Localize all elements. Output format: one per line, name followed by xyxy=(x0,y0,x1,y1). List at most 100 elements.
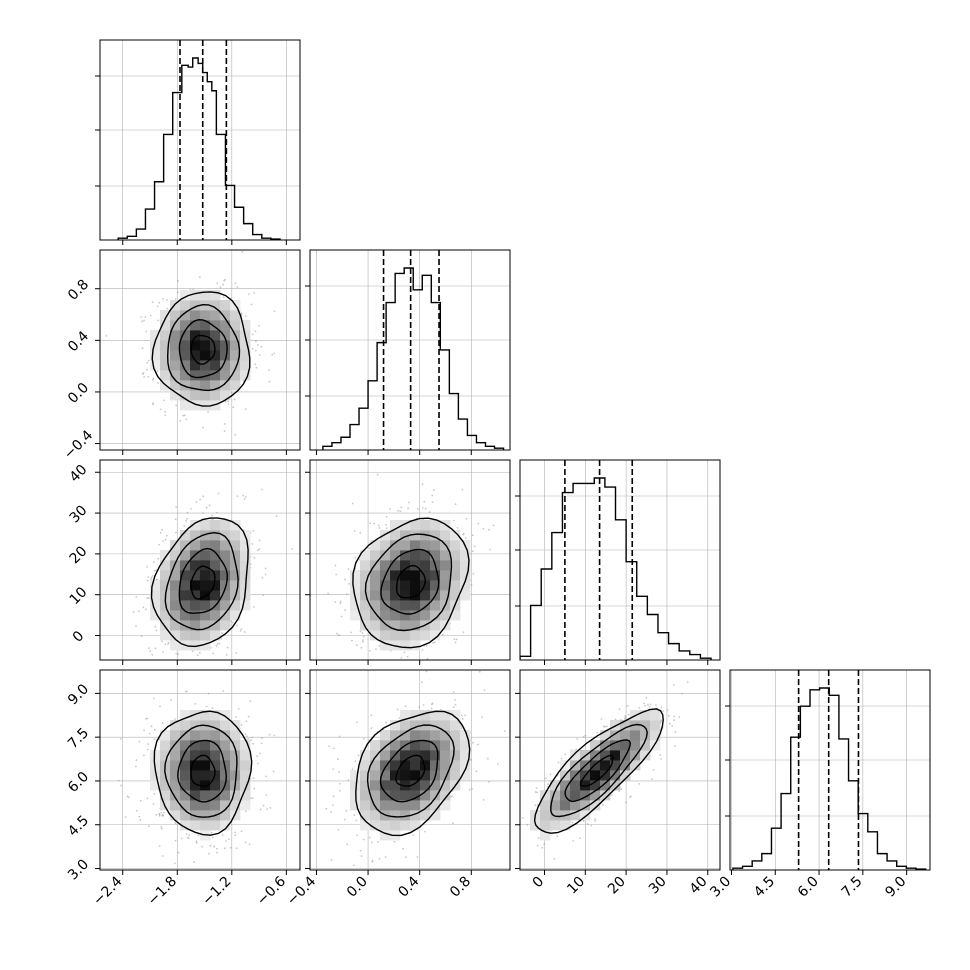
density-cell xyxy=(610,730,621,741)
sample-point xyxy=(154,647,157,650)
sample-point xyxy=(161,815,164,817)
density-cell xyxy=(440,760,451,771)
sample-point xyxy=(215,645,218,647)
density-cell xyxy=(380,610,391,621)
sample-point xyxy=(576,738,579,740)
sample-point xyxy=(339,600,342,603)
sample-point xyxy=(257,344,259,346)
y-tick-label: 0 xyxy=(70,628,88,646)
scatter-panel-2-0: 0 10 20 30 40 xyxy=(67,459,301,679)
sample-point xyxy=(151,575,154,577)
sample-point xyxy=(140,635,143,637)
sample-point xyxy=(273,310,276,313)
density-cell xyxy=(380,800,391,811)
sample-point xyxy=(654,704,657,706)
density-cell xyxy=(390,770,401,781)
density-cell xyxy=(210,360,221,371)
sample-point xyxy=(194,703,197,705)
sample-point xyxy=(144,316,147,318)
sample-point xyxy=(124,816,127,818)
density-cell xyxy=(610,750,621,761)
sample-point xyxy=(236,624,238,627)
sample-point xyxy=(517,823,519,825)
sample-point xyxy=(208,504,211,507)
sample-point xyxy=(487,528,490,531)
sample-point xyxy=(183,414,186,417)
sample-point xyxy=(192,677,194,679)
sample-point xyxy=(135,765,137,768)
density-cell xyxy=(170,540,181,551)
sample-point xyxy=(431,703,433,706)
sample-point xyxy=(456,527,459,529)
density-cell xyxy=(440,720,451,731)
axes-frame xyxy=(99,249,301,451)
sample-point xyxy=(671,725,674,727)
sample-point xyxy=(511,832,513,834)
density-cell xyxy=(620,720,631,731)
sample-point xyxy=(174,718,176,720)
sample-point xyxy=(351,502,354,505)
sample-point xyxy=(338,782,341,785)
sample-point xyxy=(353,530,356,532)
density-cell xyxy=(160,580,171,591)
sample-point xyxy=(209,844,212,847)
sample-point xyxy=(629,796,631,799)
sample-point xyxy=(477,743,479,746)
density-cell xyxy=(460,760,471,771)
sample-point xyxy=(158,814,161,817)
density-cell xyxy=(440,610,451,621)
axes-frame xyxy=(519,459,721,661)
density-cell xyxy=(170,640,181,651)
sample-point xyxy=(425,670,428,673)
density-cell xyxy=(420,740,431,751)
y-tick-label: 0.0 xyxy=(65,380,92,407)
density-cell xyxy=(170,780,181,791)
density-cell xyxy=(590,790,601,801)
density-cell xyxy=(390,620,401,631)
axes-frame xyxy=(309,669,511,871)
sample-point xyxy=(225,401,227,403)
density-cell xyxy=(460,580,471,591)
sample-point xyxy=(132,611,135,614)
density-cell xyxy=(450,580,461,591)
density-cell xyxy=(210,380,221,391)
sample-point xyxy=(157,382,159,384)
density-cell xyxy=(390,720,401,731)
density-cell xyxy=(400,640,411,651)
sample-point xyxy=(153,569,156,572)
sample-point xyxy=(198,276,201,279)
density-cell xyxy=(650,710,661,721)
sample-point xyxy=(472,741,474,744)
sample-point xyxy=(425,644,428,647)
y-tick-label: 20 xyxy=(67,543,91,567)
sample-point xyxy=(620,788,623,790)
density-cell xyxy=(410,710,421,721)
sample-point xyxy=(483,689,486,691)
sample-point xyxy=(644,704,646,707)
density-cell xyxy=(150,750,161,761)
sample-point xyxy=(268,380,271,383)
density-cell xyxy=(220,530,231,541)
density-cell xyxy=(420,570,431,581)
density-cell xyxy=(200,400,211,411)
sample-point xyxy=(412,834,415,836)
sample-point xyxy=(268,733,271,736)
sample-point xyxy=(152,403,154,406)
density-cell xyxy=(240,600,251,611)
sample-point xyxy=(242,494,244,497)
sample-point xyxy=(332,768,335,770)
sample-point xyxy=(258,539,261,542)
density-cell xyxy=(210,620,221,631)
y-tick-label: 7.5 xyxy=(65,725,92,752)
density-cell xyxy=(570,810,581,821)
sample-point xyxy=(149,650,152,652)
sample-point xyxy=(511,836,513,838)
density-cell xyxy=(160,730,171,741)
density-cell xyxy=(180,530,191,541)
density-cell xyxy=(450,550,461,561)
sample-point xyxy=(138,740,141,743)
density-cell xyxy=(390,820,401,831)
sample-point xyxy=(360,855,363,857)
sample-point xyxy=(177,653,180,655)
